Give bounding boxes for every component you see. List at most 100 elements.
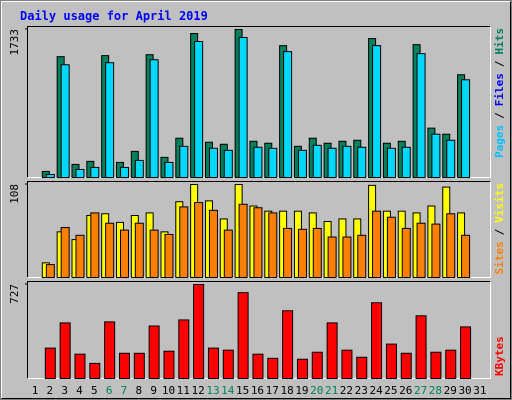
- bar: [118, 352, 130, 380]
- bar: [296, 358, 308, 380]
- bar: [59, 322, 71, 379]
- bar: [164, 161, 174, 179]
- bar: [342, 145, 352, 178]
- bar: [297, 149, 307, 178]
- legend-separator: /: [493, 60, 506, 67]
- legend-separator: /: [493, 112, 506, 119]
- bar: [401, 146, 411, 179]
- bar: [385, 343, 397, 379]
- x-tick-label: 5: [91, 384, 98, 397]
- bar: [356, 356, 368, 379]
- bar: [342, 236, 352, 278]
- bar: [60, 227, 70, 278]
- x-tick-label: 2: [47, 384, 54, 397]
- bar: [90, 166, 100, 179]
- bar: [149, 59, 159, 179]
- bar: [268, 147, 278, 179]
- legend-entry: Visits: [493, 183, 506, 223]
- x-tick-label: 13: [206, 384, 219, 397]
- bar: [312, 227, 322, 279]
- x-tick-label: 4: [76, 384, 83, 397]
- bar: [461, 234, 471, 278]
- bar: [326, 322, 338, 379]
- x-tick-label: 3: [61, 384, 68, 397]
- bar: [60, 64, 70, 178]
- bar: [208, 147, 218, 179]
- legend-separator: /: [493, 228, 506, 235]
- bar: [371, 302, 383, 379]
- bar: [283, 51, 293, 179]
- bar: [416, 222, 426, 278]
- bar: [401, 227, 411, 279]
- x-tick-label: 15: [236, 384, 249, 397]
- bar: [105, 222, 115, 278]
- x-tick-label: 23: [355, 384, 368, 397]
- bar: [105, 62, 115, 179]
- bar: [45, 264, 55, 279]
- bar: [179, 145, 189, 178]
- x-tick-label: 20: [310, 384, 323, 397]
- panel-edge-dark: [27, 181, 491, 278]
- x-tick-label: 31: [473, 384, 486, 397]
- panel-edge-dark: [27, 281, 491, 379]
- bar: [416, 53, 426, 178]
- x-tick-label: 21: [325, 384, 338, 397]
- bar: [431, 133, 441, 179]
- legend-entry: Sites: [493, 241, 506, 274]
- bar: [194, 41, 204, 178]
- x-tick-label: 24: [369, 384, 383, 397]
- x-tick-label: 27: [414, 384, 427, 397]
- bar: [461, 79, 471, 178]
- chart-title: Daily usage for April 2019: [20, 9, 208, 23]
- bar: [178, 319, 190, 380]
- x-tick-label: 14: [221, 384, 235, 397]
- x-tick-label: 28: [429, 384, 442, 397]
- bar: [164, 233, 174, 278]
- bar: [149, 229, 159, 278]
- bar: [297, 228, 307, 278]
- x-tick-label: 26: [399, 384, 412, 397]
- x-tick-label: 22: [340, 384, 353, 397]
- bar: [223, 149, 233, 178]
- bar: [44, 347, 56, 380]
- bar: [386, 147, 396, 179]
- bar: [253, 207, 263, 278]
- bar: [431, 223, 441, 279]
- bar: [90, 212, 100, 279]
- legend: Sites / Visits: [493, 183, 506, 275]
- bar: [268, 212, 278, 279]
- legend-entry: Pages: [493, 125, 506, 158]
- x-tick-label: 7: [121, 384, 128, 397]
- bar: [282, 310, 294, 379]
- bar: [134, 159, 144, 179]
- x-tick-label: 11: [177, 384, 190, 397]
- bar: [446, 139, 456, 179]
- x-tick-label: 18: [280, 384, 293, 397]
- bar: [179, 206, 189, 278]
- x-tick-label: 25: [384, 384, 397, 397]
- x-tick-label: 12: [192, 384, 205, 397]
- bar: [386, 216, 396, 279]
- bar: [446, 213, 456, 278]
- x-tick-label: 6: [106, 384, 113, 397]
- bar: [253, 146, 263, 179]
- bar: [193, 284, 205, 379]
- bar: [238, 37, 248, 179]
- bar: [372, 210, 382, 278]
- x-tick-label: 19: [295, 384, 308, 397]
- bar: [238, 203, 248, 278]
- bar: [267, 357, 279, 380]
- x-tick-label: 16: [251, 384, 264, 397]
- bar: [357, 146, 367, 179]
- bar: [237, 292, 249, 380]
- y-tick-label: 1733: [8, 29, 21, 56]
- bar: [445, 349, 457, 379]
- bar: [252, 353, 264, 380]
- bar: [460, 326, 472, 380]
- legend: KBytes: [493, 336, 506, 376]
- bar: [283, 227, 293, 279]
- bar: [134, 222, 144, 278]
- bar: [104, 321, 116, 379]
